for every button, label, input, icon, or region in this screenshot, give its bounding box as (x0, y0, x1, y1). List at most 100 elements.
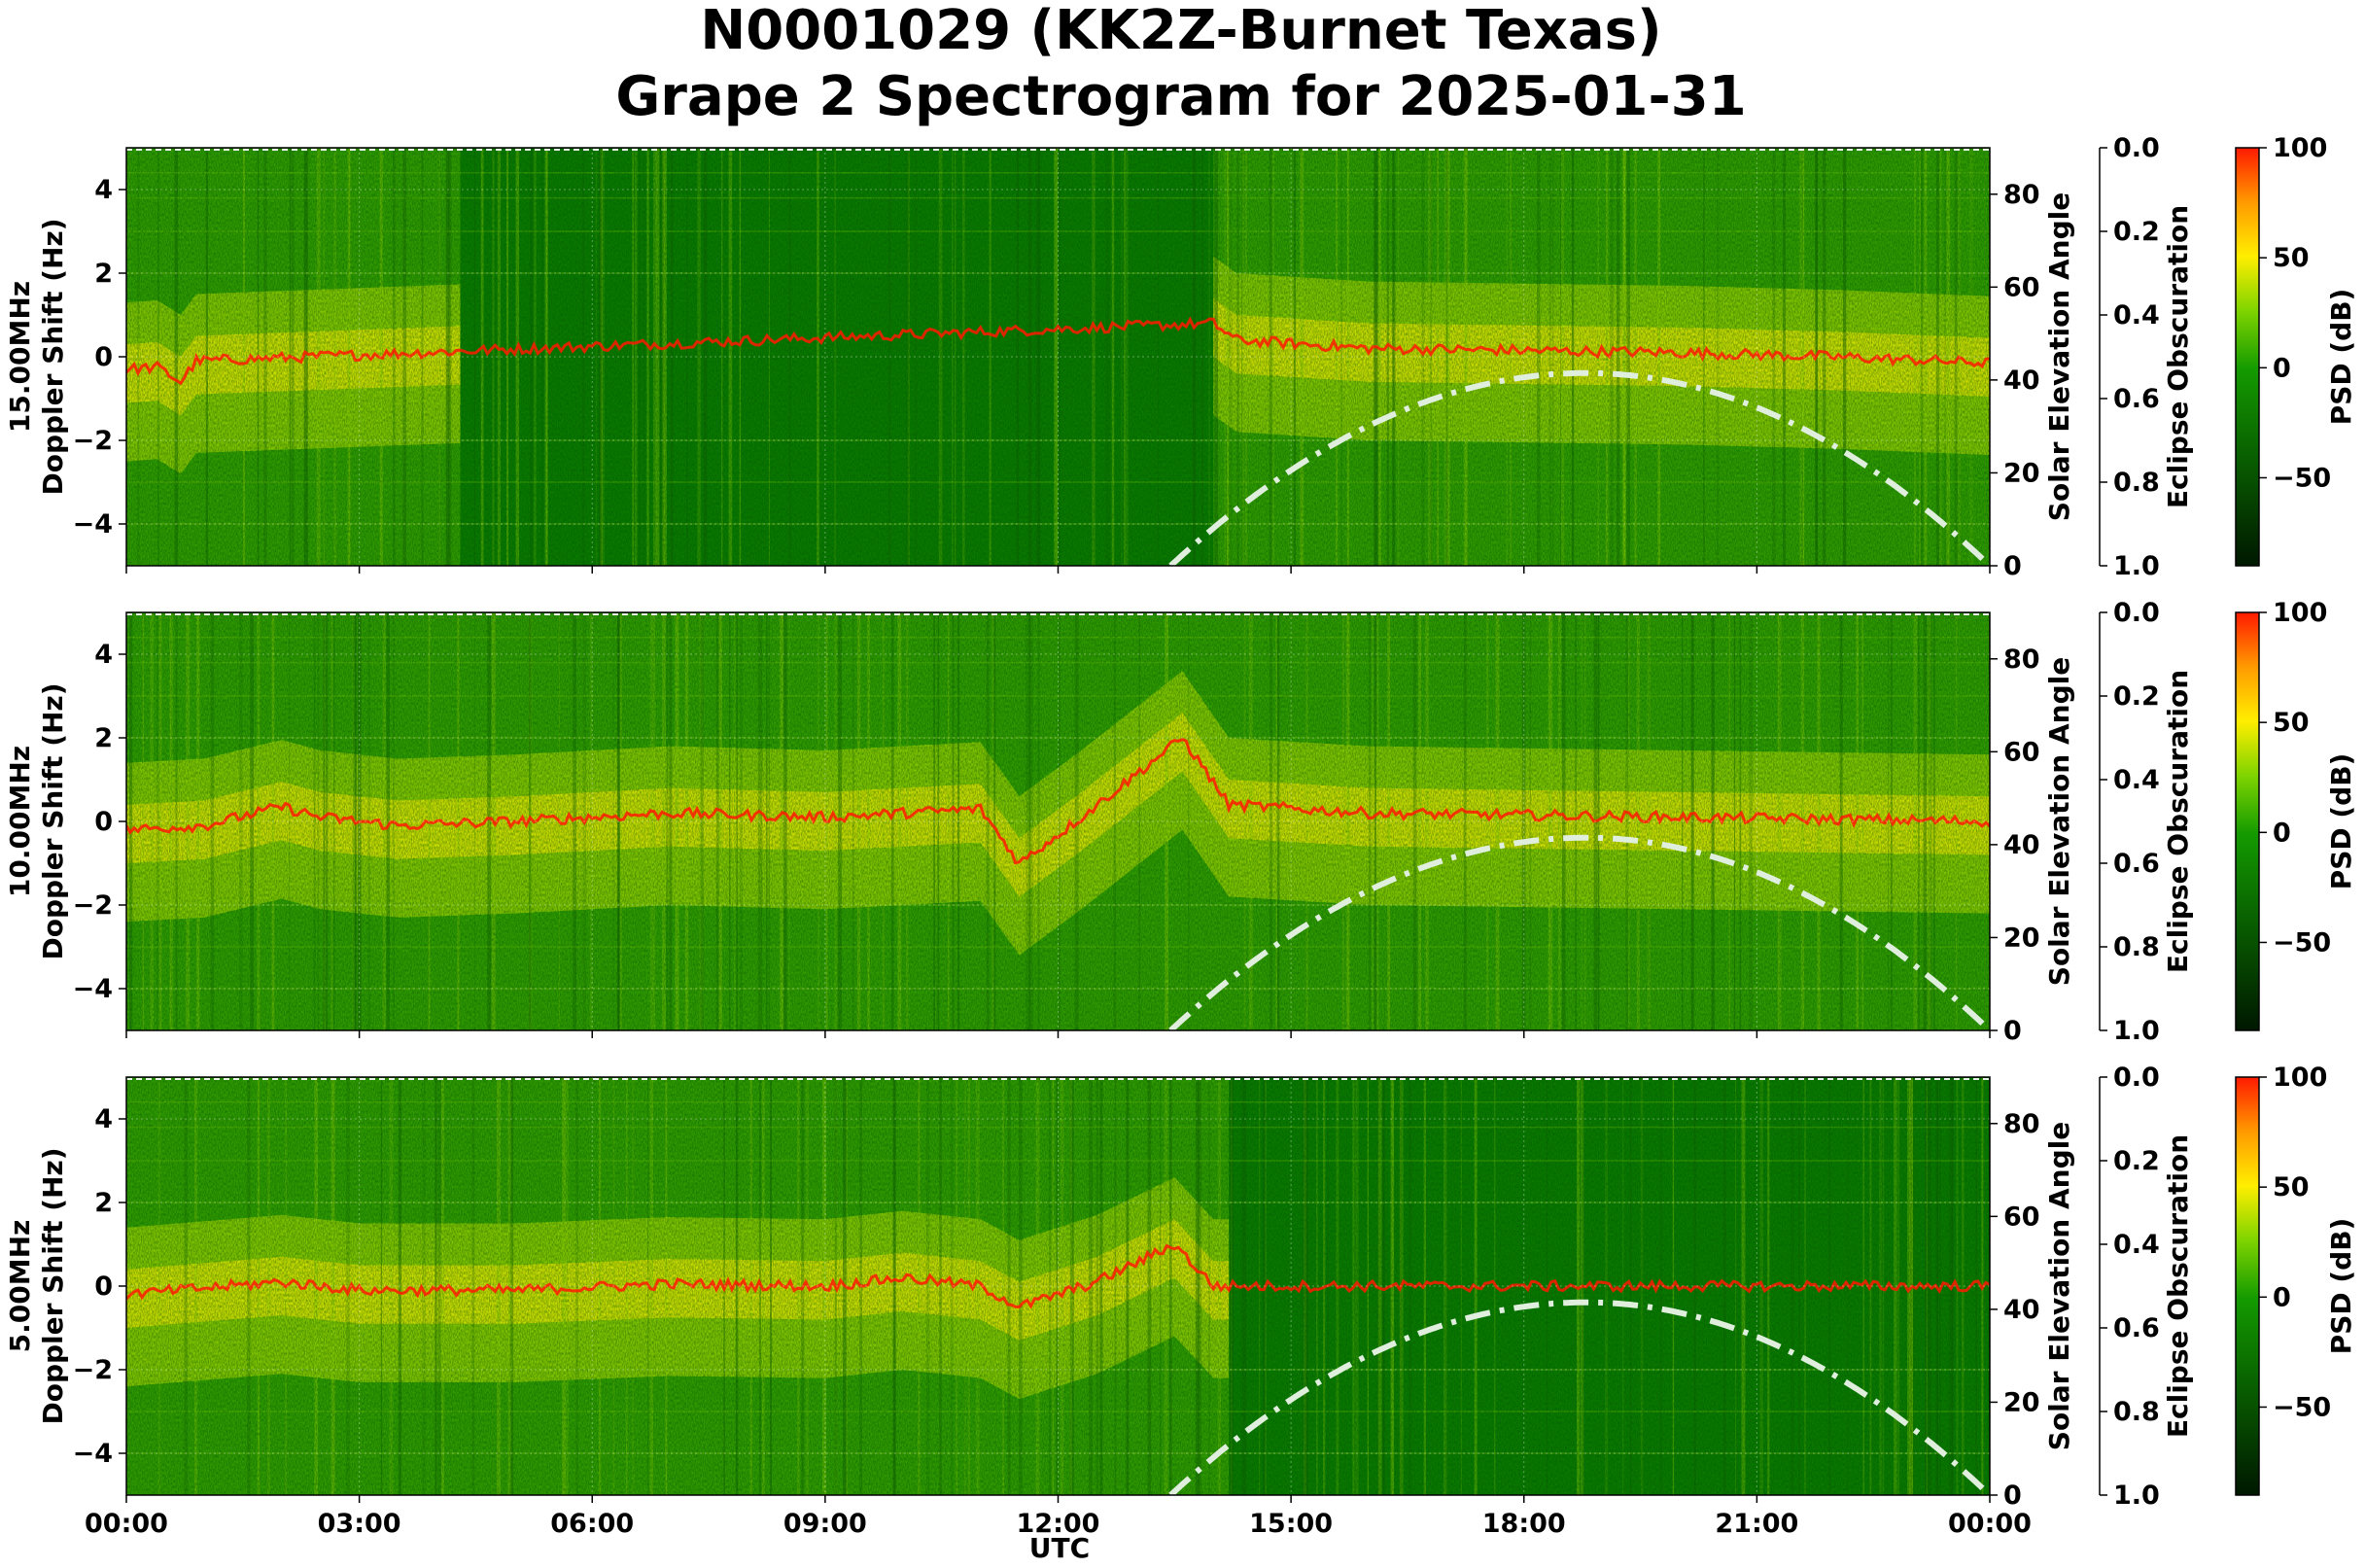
colorbar-tick-label: 50 (2273, 1172, 2310, 1202)
spectrogram-plot-area (126, 1077, 1990, 1495)
solar-tick-label: 0 (2003, 1016, 2022, 1046)
eclipse-tick-label: 0.2 (2113, 1146, 2160, 1176)
frequency-label: 5.00MHz (4, 1220, 36, 1353)
panel-2: 420−2−45.00MHz Doppler Shift (Hz)02040608… (4, 1063, 2357, 1539)
eclipse-tick-label: 1.0 (2113, 551, 2160, 581)
y-tick-label: −2 (73, 426, 113, 456)
x-tick-label: 12:00 (1017, 1509, 1100, 1539)
colorbar-tick-label: 100 (2273, 133, 2327, 163)
eclipse-tick-label: 0.6 (2113, 849, 2160, 879)
eclipse-tick-label: 0.8 (2113, 1397, 2160, 1427)
colorbar-tick-label: 0 (2273, 818, 2291, 848)
y-tick-label: 4 (94, 640, 113, 670)
eclipse-tick-label: 0.4 (2113, 765, 2160, 795)
eclipse-tick-label: 1.0 (2113, 1481, 2160, 1511)
x-tick-label: 03:00 (318, 1509, 401, 1539)
solar-tick-label: 20 (2003, 458, 2040, 488)
eclipse-tick-label: 0.4 (2113, 1230, 2160, 1260)
chart-title-line2: Grape 2 Spectrogram for 2025-01-31 (615, 65, 1746, 128)
solar-tick-label: 20 (2003, 923, 2040, 953)
eclipse-tick-label: 0.0 (2113, 598, 2160, 628)
carrier-trace (126, 737, 1990, 865)
colorbar-tick-label: −50 (2273, 927, 2331, 958)
eclipse-tick-label: 0.8 (2113, 932, 2160, 962)
x-axis-label: UTC (1029, 1532, 1090, 1564)
colorbar-tick-label: 50 (2273, 243, 2310, 273)
x-tick-label: 15:00 (1249, 1509, 1333, 1539)
colorbar-tick-label: 100 (2273, 1063, 2327, 1093)
y-tick-label: 2 (94, 1188, 113, 1218)
solar-tick-label: 0 (2003, 1481, 2022, 1511)
colorbar (2235, 1076, 2260, 1496)
colorbar-label: PSD (dB) (2325, 289, 2357, 426)
y-axis-label: Doppler Shift (Hz) (37, 218, 69, 495)
y-axis-label: Doppler Shift (Hz) (37, 1147, 69, 1424)
colorbar-tick-label: 100 (2273, 598, 2327, 628)
colorbar-label: PSD (dB) (2325, 1218, 2357, 1355)
solar-tick-label: 60 (2003, 272, 2040, 302)
solar-tick-label: 40 (2003, 830, 2040, 860)
eclipse-tick-label: 0.6 (2113, 1313, 2160, 1343)
y-tick-label: 2 (94, 259, 113, 289)
solar-elevation-curve (1168, 834, 1990, 1030)
colorbar-tick-label: −50 (2273, 1392, 2331, 1422)
solar-tick-label: 80 (2003, 645, 2040, 675)
colorbar-tick-label: 0 (2273, 1282, 2291, 1312)
eclipse-tick-label: 1.0 (2113, 1016, 2160, 1046)
y-tick-label: −2 (73, 1355, 113, 1385)
solar-elevation-label: Solar Elevation Angle (2043, 657, 2075, 986)
eclipse-obscuration-label: Eclipse Obscuration (2162, 670, 2194, 973)
panel-1: 420−2−410.00MHz Doppler Shift (Hz)0204060… (4, 598, 2357, 1046)
eclipse-tick-label: 0.0 (2113, 133, 2160, 163)
colorbar-tick-label: 50 (2273, 708, 2310, 738)
x-tick-label: 00:00 (1948, 1509, 2032, 1539)
eclipse-tick-label: 0.4 (2113, 300, 2160, 331)
solar-elevation-curve (1168, 1299, 1990, 1495)
spectrogram-plot-area (126, 612, 1990, 1030)
colorbar-label: PSD (dB) (2325, 753, 2357, 890)
solar-tick-label: 40 (2003, 366, 2040, 396)
spectrogram-plot-area (126, 148, 1990, 566)
y-tick-label: −4 (73, 509, 113, 540)
x-tick-label: 18:00 (1482, 1509, 1566, 1539)
colorbar-tick-label: −50 (2273, 463, 2331, 493)
colorbar (2235, 611, 2260, 1031)
y-tick-label: 2 (94, 723, 113, 753)
x-tick-label: 09:00 (783, 1509, 867, 1539)
eclipse-tick-label: 0.6 (2113, 384, 2160, 414)
y-tick-label: 0 (94, 342, 113, 372)
solar-tick-label: 0 (2003, 551, 2022, 581)
eclipse-tick-label: 0.0 (2113, 1063, 2160, 1093)
frequency-label: 15.00MHz (4, 281, 36, 433)
solar-elevation-label: Solar Elevation Angle (2043, 1122, 2075, 1450)
colorbar-tick-label: 0 (2273, 353, 2291, 383)
solar-tick-label: 80 (2003, 180, 2040, 210)
x-tick-label: 00:00 (85, 1509, 168, 1539)
colorbar (2235, 147, 2260, 567)
eclipse-tick-label: 0.2 (2113, 217, 2160, 247)
carrier-trace (126, 316, 1990, 386)
y-tick-label: 0 (94, 807, 113, 837)
eclipse-obscuration-label: Eclipse Obscuration (2162, 1134, 2194, 1438)
eclipse-tick-label: 0.2 (2113, 681, 2160, 712)
panel-0: 420−2−415.00MHz Doppler Shift (Hz)0204060… (4, 133, 2357, 581)
y-tick-label: 4 (94, 175, 113, 205)
noise-texture (126, 1077, 1990, 1495)
carrier-trace (126, 1243, 1990, 1309)
eclipse-tick-label: 0.8 (2113, 468, 2160, 498)
eclipse-obscuration-label: Eclipse Obscuration (2162, 205, 2194, 508)
x-tick-label: 06:00 (550, 1509, 634, 1539)
chart-title-line1: N0001029 (KK2Z-Burnet Texas) (700, 0, 1661, 62)
y-tick-label: 0 (94, 1272, 113, 1302)
x-tick-label: 21:00 (1715, 1509, 1798, 1539)
solar-tick-label: 60 (2003, 737, 2040, 767)
spectrogram-panels: 420−2−415.00MHz Doppler Shift (Hz)0204060… (4, 133, 2357, 1539)
solar-tick-label: 60 (2003, 1202, 2040, 1232)
y-tick-label: 4 (94, 1104, 113, 1134)
y-tick-label: −2 (73, 890, 113, 921)
solar-elevation-curve (1168, 369, 1990, 566)
solar-tick-label: 20 (2003, 1387, 2040, 1417)
solar-tick-label: 40 (2003, 1295, 2040, 1325)
y-axis-label: Doppler Shift (Hz) (37, 682, 69, 959)
